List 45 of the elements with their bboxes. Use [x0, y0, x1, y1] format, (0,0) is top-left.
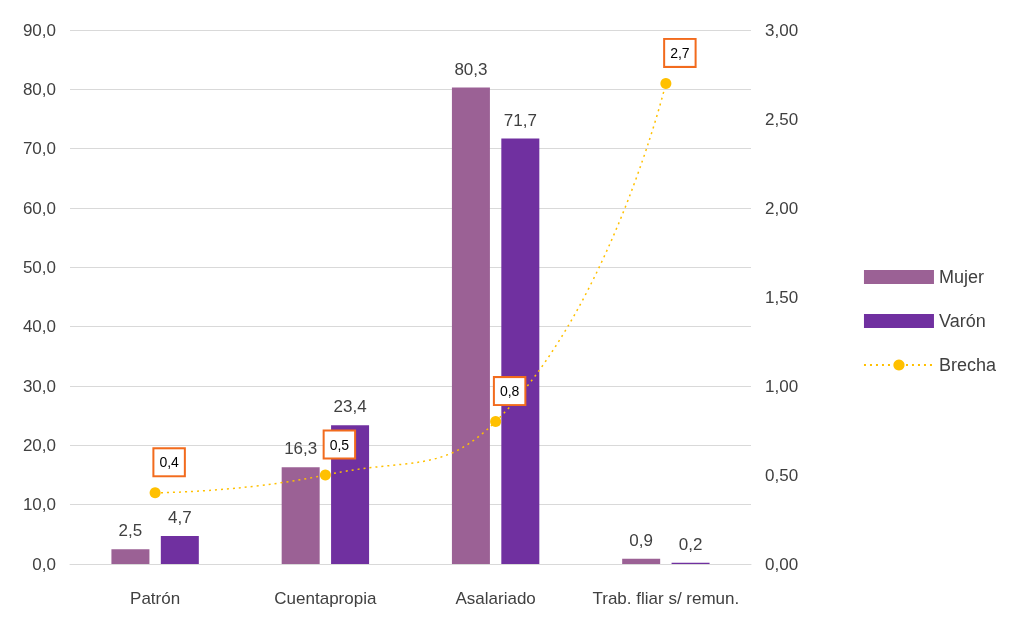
- y2-tick-label: 3,00: [765, 20, 799, 40]
- y2-tick-label: 0,00: [765, 554, 799, 574]
- legend-label: Varón: [938, 311, 986, 331]
- y-tick-label: 90,0: [22, 20, 56, 40]
- y2-tick-label: 2,00: [765, 198, 799, 218]
- y2-tick-label: 0,50: [765, 465, 799, 485]
- y-tick-label: 30,0: [22, 376, 56, 396]
- x-tick-label: Patrón: [130, 588, 181, 608]
- data-label: 4,7: [168, 508, 192, 528]
- point: [490, 416, 502, 428]
- data-label: 16,3: [284, 439, 318, 459]
- data-label: 2,7: [670, 44, 690, 61]
- data-label: 80,3: [454, 59, 488, 79]
- data-label: 0,9: [629, 530, 653, 550]
- y2-tick-label: 1,50: [765, 287, 799, 307]
- y-tick-label: 50,0: [22, 257, 56, 277]
- y2-tick-label: 1,00: [765, 376, 799, 396]
- point: [319, 469, 331, 481]
- y-tick-label: 40,0: [22, 317, 56, 337]
- x-tick-label: Asalariado: [455, 588, 536, 608]
- bar: [622, 558, 661, 564]
- y-tick-label: 70,0: [22, 139, 56, 159]
- data-label: 23,4: [333, 397, 367, 417]
- data-label: 0,4: [159, 454, 180, 471]
- data-label: 71,7: [503, 110, 537, 130]
- bar: [281, 467, 320, 564]
- y-tick-label: 80,0: [22, 79, 56, 99]
- bar: [451, 87, 490, 564]
- x-tick-label: Cuentapropia: [274, 588, 377, 608]
- data-label: 0,8: [499, 383, 520, 400]
- y-tick-label: 60,0: [22, 198, 56, 218]
- bar: [160, 536, 199, 564]
- data-label: 0,5: [329, 436, 350, 453]
- legend-label: Brecha: [938, 355, 997, 375]
- x-tick-label: Trab. fliar s/ remun.: [592, 588, 740, 608]
- data-label: 2,5: [118, 521, 143, 541]
- data-label: 0,2: [678, 534, 703, 554]
- y2-tick-label: 2,50: [765, 109, 799, 129]
- bar: [111, 549, 150, 564]
- y-tick-label: 0,0: [32, 554, 56, 574]
- point: [149, 487, 161, 499]
- legend-label: Mujer: [938, 267, 984, 287]
- point: [660, 77, 672, 89]
- y-tick-label: 10,0: [22, 495, 56, 515]
- y-tick-label: 20,0: [22, 435, 56, 455]
